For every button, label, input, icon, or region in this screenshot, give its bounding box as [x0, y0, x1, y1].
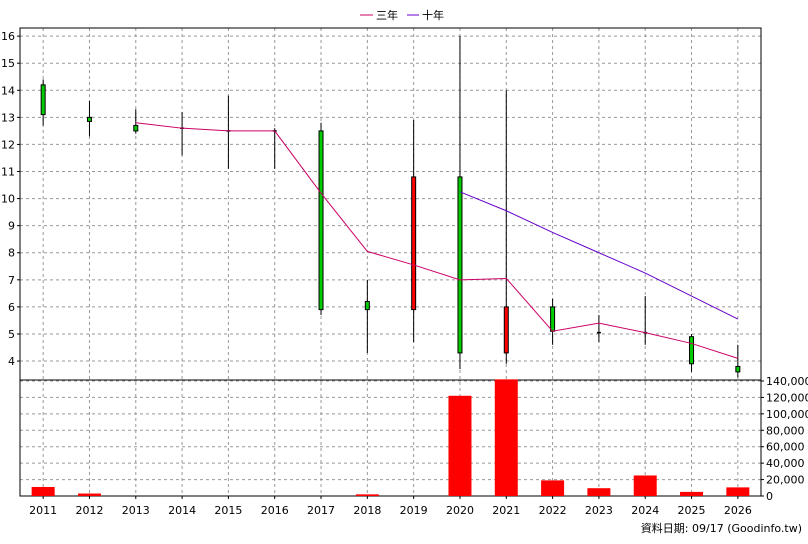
category-label: 2020 — [446, 504, 474, 517]
volume-bar — [587, 488, 611, 496]
candle-body — [40, 84, 46, 116]
grid — [20, 28, 761, 496]
category-label: 2018 — [353, 504, 381, 517]
category-label: 2011 — [29, 504, 57, 517]
volume-bar — [448, 395, 472, 496]
volume-tick-label: 120,000 — [766, 391, 808, 404]
category-label: 2017 — [307, 504, 335, 517]
price-tick-label: 7 — [8, 274, 15, 287]
category-label: 2019 — [400, 504, 428, 517]
candle-body — [364, 300, 370, 311]
candle-body — [411, 176, 417, 311]
volume-bar — [355, 494, 379, 496]
candle-body — [735, 365, 741, 373]
volume-tick-label: 60,000 — [766, 441, 805, 454]
volume-tick-label: 40,000 — [766, 457, 805, 470]
axes: 4 5 6 7 8 9 10 11 12 13 14 15 16 0 20,000 40,000 60,000 8… — [1, 30, 808, 517]
volume-tick-label: 20,000 — [766, 474, 805, 487]
volume-bar — [633, 475, 657, 496]
price-tick-label: 13 — [1, 111, 15, 124]
category-label: 2022 — [539, 504, 567, 517]
price-tick-label: 16 — [1, 30, 15, 43]
plot-frame — [19, 27, 762, 497]
candle-body — [550, 306, 556, 332]
price-tick-label: 10 — [1, 193, 15, 206]
category-label: 2015 — [214, 504, 242, 517]
volume-bar — [541, 480, 565, 496]
category-label: 2012 — [75, 504, 103, 517]
price-tick-label: 9 — [8, 220, 15, 233]
legend-label-10yr: 十年 — [422, 8, 444, 22]
price-tick-label: 4 — [8, 355, 15, 368]
volume-bar — [680, 491, 704, 496]
category-label: 2024 — [631, 504, 659, 517]
volume-bar — [31, 486, 55, 496]
volume-bar — [77, 493, 101, 496]
candle-body — [689, 336, 695, 365]
price-tick-label: 12 — [1, 138, 15, 151]
volume-bar — [726, 487, 750, 496]
candle-body — [457, 176, 463, 354]
price-tick-label: 11 — [1, 166, 15, 179]
volume-tick-label: 100,000 — [766, 408, 808, 421]
legend-label-3yr: 三年 — [376, 8, 398, 22]
category-label: 2014 — [168, 504, 196, 517]
data-date-footer: 資料日期: 09/17 (Goodinfo.tw) — [640, 522, 802, 535]
volume-tick-label: 80,000 — [766, 424, 805, 437]
price-tick-label: 8 — [8, 247, 15, 260]
category-label: 2025 — [678, 504, 706, 517]
category-label: 2016 — [261, 504, 289, 517]
category-label: 2013 — [122, 504, 150, 517]
category-label: 2021 — [492, 504, 520, 517]
candle-body — [503, 306, 509, 354]
price-tick-label: 6 — [8, 301, 15, 314]
category-label: 2026 — [724, 504, 752, 517]
category-label: 2023 — [585, 504, 613, 517]
volume-bars — [31, 379, 750, 496]
price-tick-label: 5 — [8, 328, 15, 341]
price-tick-label: 14 — [1, 84, 15, 97]
candle-body — [133, 124, 139, 132]
volume-tick-label: 0 — [766, 490, 773, 503]
moving-average-lines — [135, 122, 739, 359]
series-line-3yr — [135, 122, 738, 359]
candles — [40, 36, 741, 378]
legend: 三年 十年 — [360, 8, 444, 22]
volume-tick-label: 140,000 — [766, 375, 808, 388]
candle-body — [86, 116, 92, 122]
series-line-10yr — [459, 191, 739, 320]
candle-body — [318, 130, 324, 311]
plot-border — [19, 27, 762, 497]
price-tick-label: 15 — [1, 57, 15, 70]
volume-bar — [494, 379, 518, 496]
